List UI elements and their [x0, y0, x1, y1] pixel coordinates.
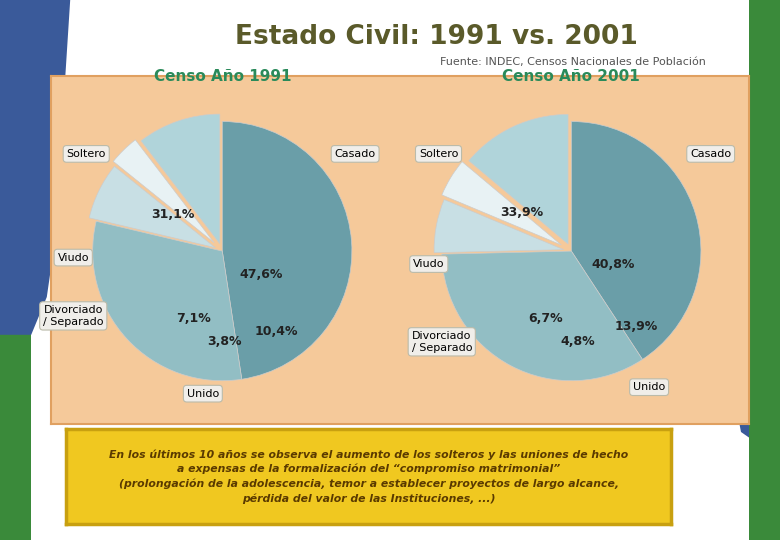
- Title: Censo Año 1991: Censo Año 1991: [154, 69, 291, 84]
- Text: Unido: Unido: [633, 382, 665, 392]
- Text: Viudo: Viudo: [58, 253, 89, 262]
- Wedge shape: [93, 221, 242, 381]
- Text: 3,8%: 3,8%: [207, 335, 242, 348]
- Wedge shape: [442, 161, 562, 245]
- Polygon shape: [0, 0, 70, 335]
- Text: Soltero: Soltero: [66, 149, 106, 159]
- Title: Censo Año 2001: Censo Año 2001: [502, 69, 640, 84]
- Text: 13,9%: 13,9%: [615, 320, 658, 333]
- Text: En los últimos 10 años se observa el aumento de los solteros y las uniones de he: En los últimos 10 años se observa el aum…: [109, 449, 628, 504]
- Text: 40,8%: 40,8%: [591, 258, 634, 271]
- Wedge shape: [222, 122, 352, 379]
- Text: 7,1%: 7,1%: [176, 312, 211, 325]
- Wedge shape: [469, 114, 568, 244]
- Text: 6,7%: 6,7%: [528, 312, 562, 325]
- Wedge shape: [441, 251, 643, 381]
- Text: Estado Civil: 1991 vs. 2001: Estado Civil: 1991 vs. 2001: [236, 24, 638, 50]
- Text: Soltero: Soltero: [419, 149, 458, 159]
- Text: 4,8%: 4,8%: [561, 335, 595, 348]
- Text: Divorciado
/ Separado: Divorciado / Separado: [43, 305, 104, 327]
- Wedge shape: [434, 200, 564, 253]
- Text: Casado: Casado: [690, 149, 731, 159]
- Text: 10,4%: 10,4%: [255, 325, 299, 338]
- Text: Fuente: INDEC, Censos Nacionales de Población: Fuente: INDEC, Censos Nacionales de Pobl…: [441, 57, 706, 67]
- Text: 33,9%: 33,9%: [501, 206, 544, 219]
- Text: Divorciado
/ Separado: Divorciado / Separado: [412, 331, 472, 353]
- Text: Casado: Casado: [335, 149, 376, 159]
- Wedge shape: [571, 122, 701, 360]
- Wedge shape: [89, 166, 215, 248]
- Text: Unido: Unido: [186, 389, 219, 399]
- Wedge shape: [141, 114, 220, 244]
- Wedge shape: [113, 140, 214, 243]
- Text: 31,1%: 31,1%: [151, 208, 195, 221]
- Text: 47,6%: 47,6%: [239, 268, 283, 281]
- Text: Viudo: Viudo: [413, 259, 445, 269]
- Polygon shape: [725, 151, 780, 459]
